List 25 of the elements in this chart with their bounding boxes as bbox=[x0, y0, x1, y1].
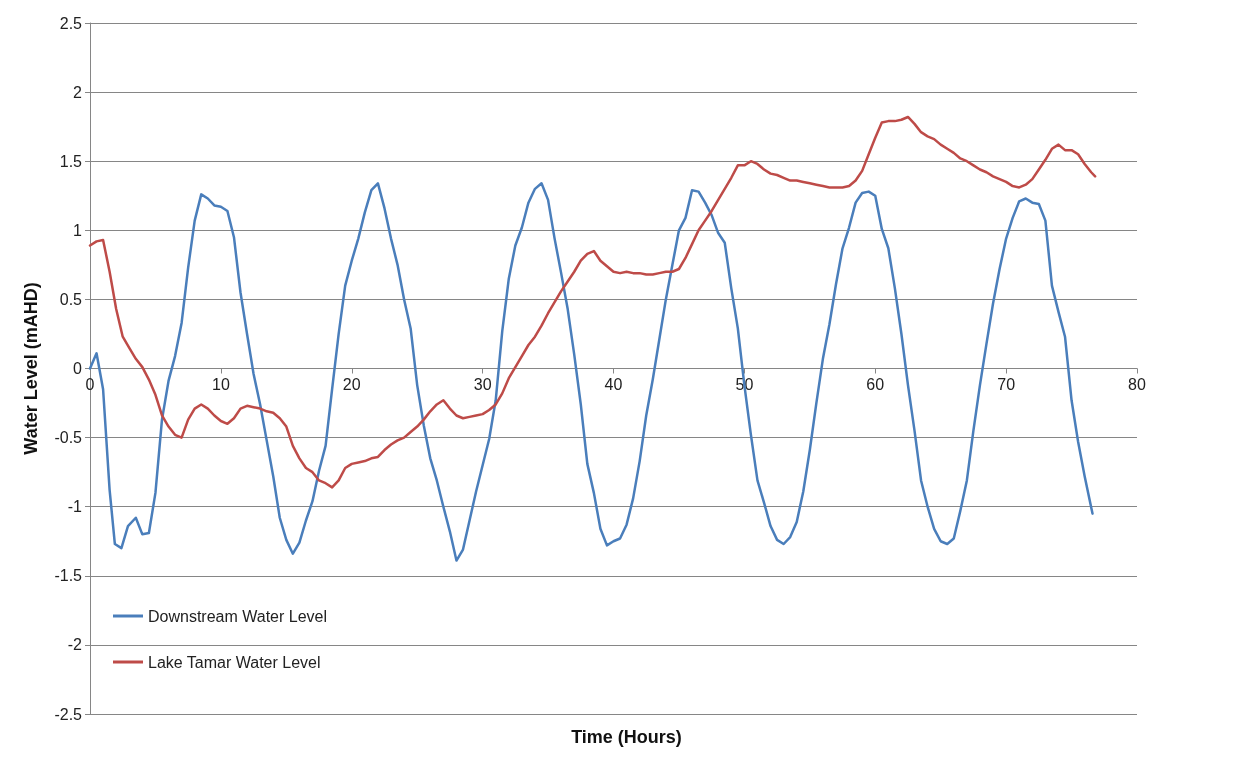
y-tick-label: 2 bbox=[73, 83, 83, 101]
x-tick-label: 70 bbox=[997, 376, 1016, 393]
y-tick-label: 1 bbox=[73, 221, 83, 239]
y-tick-label: -0.5 bbox=[54, 429, 83, 447]
x-tick-label: 40 bbox=[604, 376, 623, 393]
x-tick-label: 0 bbox=[85, 376, 95, 393]
y-tick-label: -1 bbox=[67, 498, 83, 516]
y-axis-title: Water Level (mAHD) bbox=[21, 282, 41, 455]
x-tick-label: 30 bbox=[473, 376, 492, 393]
x-tick-label: 80 bbox=[1128, 376, 1146, 393]
x-tick-label: 20 bbox=[342, 376, 361, 393]
y-tick-label: 1.5 bbox=[59, 152, 83, 170]
y-tick-label: 0.5 bbox=[59, 290, 83, 308]
y-tick-label: -2.5 bbox=[54, 705, 83, 723]
x-tick-label: 60 bbox=[866, 376, 885, 393]
x-tick-label: 10 bbox=[211, 376, 230, 393]
legend-label: Lake Tamar Water Level bbox=[148, 653, 321, 671]
x-axis-title: Time (Hours) bbox=[571, 727, 682, 747]
y-tick-label: 2.5 bbox=[59, 14, 83, 32]
y-tick-label: 0 bbox=[73, 360, 83, 377]
line-series bbox=[88, 182, 1094, 562]
y-tick-label: -2 bbox=[67, 636, 83, 654]
legend-label: Downstream Water Level bbox=[148, 607, 328, 625]
line-series bbox=[88, 115, 1097, 489]
y-tick-label: -1.5 bbox=[54, 567, 83, 585]
